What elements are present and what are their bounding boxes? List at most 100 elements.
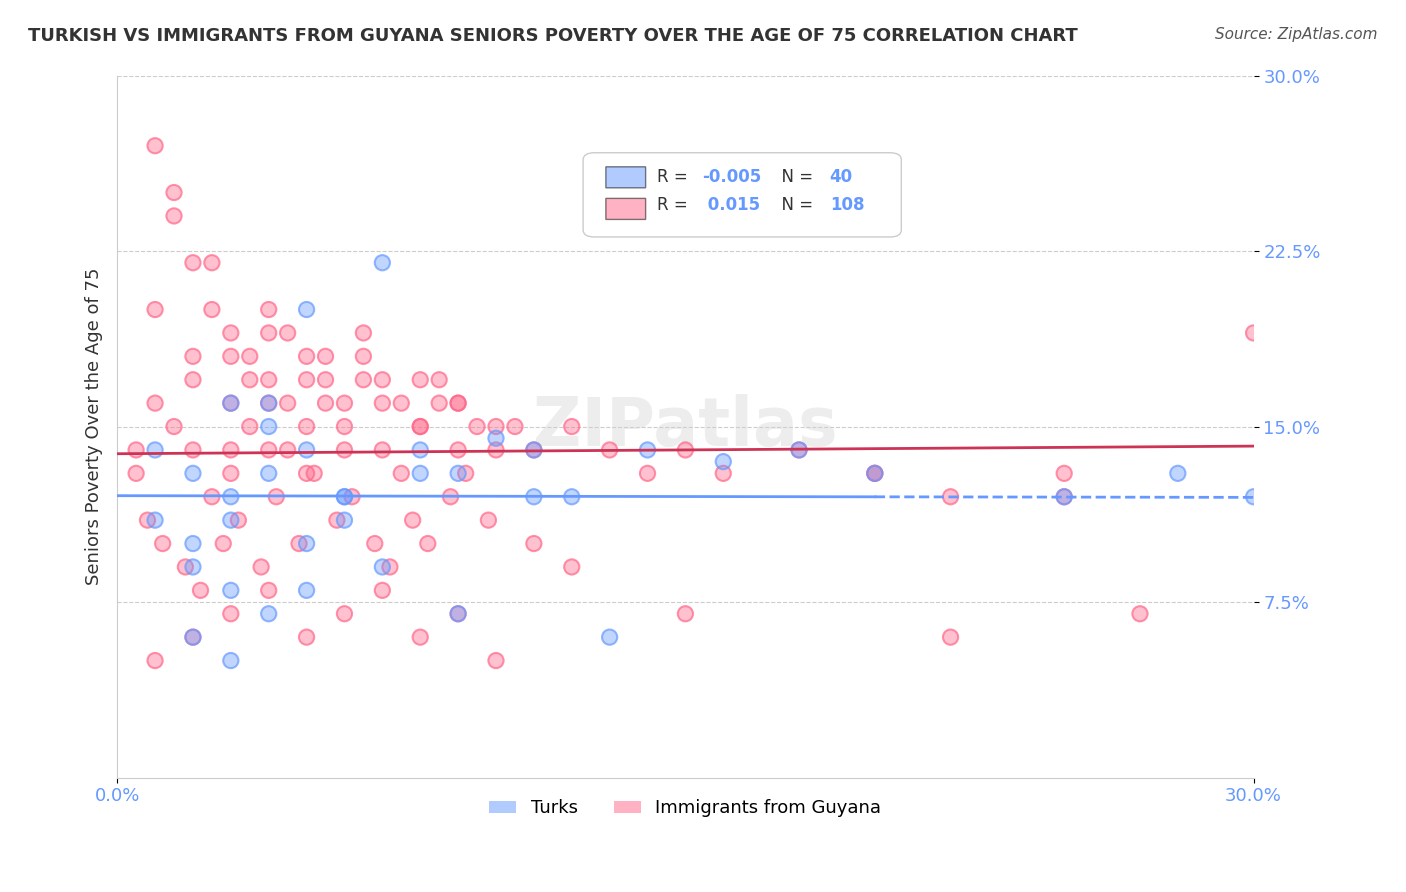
Point — [143, 442, 166, 457]
Point — [333, 396, 356, 410]
Point — [219, 326, 242, 340]
Point — [863, 467, 886, 481]
Immigrants from Guyana — [257, 373, 280, 387]
Point — [447, 396, 470, 410]
Point — [416, 536, 439, 550]
Point — [409, 467, 432, 481]
Point — [295, 583, 318, 598]
Turks — [599, 630, 621, 644]
Immigrants from Guyana — [409, 419, 432, 434]
Point — [1129, 607, 1152, 621]
Text: R =: R = — [657, 169, 693, 186]
Point — [201, 302, 224, 317]
Turks — [181, 560, 204, 574]
Immigrants from Guyana — [239, 373, 262, 387]
Point — [239, 349, 262, 363]
Immigrants from Guyana — [143, 138, 166, 153]
Point — [257, 373, 280, 387]
Immigrants from Guyana — [454, 467, 477, 481]
Point — [371, 442, 394, 457]
Immigrants from Guyana — [257, 396, 280, 410]
Point — [711, 467, 734, 481]
Point — [257, 467, 280, 481]
Point — [219, 396, 242, 410]
Immigrants from Guyana — [295, 349, 318, 363]
Immigrants from Guyana — [143, 302, 166, 317]
Point — [485, 431, 508, 445]
Point — [599, 442, 621, 457]
Turks — [561, 490, 583, 504]
Point — [163, 419, 186, 434]
Immigrants from Guyana — [637, 467, 659, 481]
Point — [371, 396, 394, 410]
Immigrants from Guyana — [401, 513, 423, 527]
Point — [371, 256, 394, 270]
Point — [1053, 467, 1076, 481]
Point — [181, 373, 204, 387]
Point — [561, 419, 583, 434]
Immigrants from Guyana — [939, 630, 962, 644]
Turks — [787, 442, 810, 457]
Turks — [219, 396, 242, 410]
Point — [401, 513, 423, 527]
Point — [201, 490, 224, 504]
Turks — [219, 490, 242, 504]
Immigrants from Guyana — [212, 536, 235, 550]
Text: 40: 40 — [830, 169, 853, 186]
Point — [219, 513, 242, 527]
Point — [939, 630, 962, 644]
Turks — [143, 513, 166, 527]
Point — [637, 467, 659, 481]
Point — [295, 373, 318, 387]
Point — [1053, 490, 1076, 504]
Point — [863, 467, 886, 481]
Point — [1167, 467, 1189, 481]
Point — [485, 419, 508, 434]
Point — [389, 396, 412, 410]
Point — [447, 442, 470, 457]
Point — [447, 467, 470, 481]
Immigrants from Guyana — [239, 349, 262, 363]
Immigrants from Guyana — [257, 442, 280, 457]
Turks — [181, 630, 204, 644]
Point — [143, 513, 166, 527]
Immigrants from Guyana — [439, 490, 461, 504]
Point — [257, 326, 280, 340]
Point — [523, 536, 546, 550]
Turks — [409, 467, 432, 481]
Point — [352, 373, 374, 387]
Point — [190, 583, 212, 598]
Point — [409, 419, 432, 434]
Immigrants from Guyana — [427, 396, 450, 410]
Point — [219, 467, 242, 481]
Immigrants from Guyana — [673, 442, 696, 457]
Immigrants from Guyana — [1243, 326, 1265, 340]
Legend: Turks, Immigrants from Guyana: Turks, Immigrants from Guyana — [482, 792, 889, 825]
Point — [143, 302, 166, 317]
Immigrants from Guyana — [352, 326, 374, 340]
Immigrants from Guyana — [427, 373, 450, 387]
Immigrants from Guyana — [523, 536, 546, 550]
Point — [333, 513, 356, 527]
Immigrants from Guyana — [219, 396, 242, 410]
Immigrants from Guyana — [863, 467, 886, 481]
Point — [302, 467, 325, 481]
Immigrants from Guyana — [152, 536, 174, 550]
Point — [371, 583, 394, 598]
Text: ZIPatlas: ZIPatlas — [533, 393, 838, 459]
Turks — [295, 442, 318, 457]
Turks — [371, 256, 394, 270]
Point — [152, 536, 174, 550]
Immigrants from Guyana — [163, 186, 186, 200]
Immigrants from Guyana — [333, 442, 356, 457]
Turks — [181, 536, 204, 550]
Immigrants from Guyana — [163, 209, 186, 223]
Immigrants from Guyana — [863, 467, 886, 481]
Point — [295, 536, 318, 550]
Point — [250, 560, 273, 574]
Turks — [371, 560, 394, 574]
Point — [409, 419, 432, 434]
Immigrants from Guyana — [143, 654, 166, 668]
Point — [174, 560, 197, 574]
Turks — [447, 467, 470, 481]
